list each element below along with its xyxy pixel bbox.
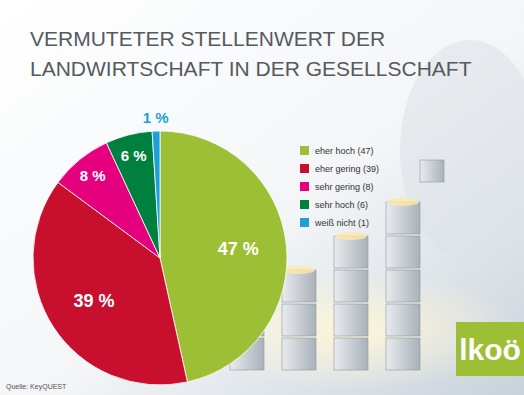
decor-block (282, 270, 316, 302)
logo-box (456, 322, 524, 376)
logo: lkoö (459, 333, 521, 366)
decor-block (334, 338, 368, 370)
pie-slice (152, 131, 160, 258)
decor-block (420, 160, 444, 182)
data-label: 1 % (143, 109, 169, 126)
legend: eher hoch (47) eher gering (39) sehr gerin… (300, 146, 379, 228)
decor-block (334, 304, 368, 336)
title-group: VERMUTETER STELLENWERT DER LANDWIRTSCHAFT… (30, 27, 472, 80)
decor-block (282, 338, 316, 370)
data-label: 8 % (80, 167, 106, 184)
pie (33, 131, 287, 385)
legend-swatch (300, 164, 309, 173)
data-label: 6 % (121, 147, 147, 164)
decor-block (334, 270, 368, 302)
data-label: 47 % (218, 239, 259, 259)
title-line: LANDWIRTSCHAFT IN DER GESELLSCHAFT (30, 57, 472, 80)
legend-swatch (300, 218, 309, 227)
decor-block (386, 202, 420, 234)
source: Quelle: KeyQUEST (6, 383, 67, 391)
decor-block (386, 236, 420, 268)
chart-root: VERMUTETER STELLENWERT DER LANDWIRTSCHAFT… (0, 0, 524, 395)
data-labels: 47 % 39 % 8 % 6 % 1 % (73, 109, 258, 311)
decor-block (282, 304, 316, 336)
decor-light (283, 266, 315, 274)
decor-block (386, 270, 420, 302)
decor-light (387, 198, 419, 206)
title-line: VERMUTETER STELLENWERT DER (30, 27, 385, 50)
decor-block (386, 338, 420, 370)
decor-block (386, 304, 420, 336)
data-label: 39 % (73, 291, 114, 311)
legend-label: sehr hoch (6) (315, 200, 368, 210)
pie-slice (106, 131, 160, 258)
legend-label: eher hoch (47) (315, 146, 374, 156)
legend-swatch (300, 146, 309, 155)
chart-svg: VERMUTETER STELLENWERT DER LANDWIRTSCHAFT… (0, 0, 524, 395)
decor-block (334, 236, 368, 268)
legend-swatch (300, 182, 309, 191)
title: VERMUTETER STELLENWERT DER LANDWIRTSCHAFT… (30, 27, 472, 80)
legend-label: eher gering (39) (315, 164, 379, 174)
legend-label: weiß nicht (1) (314, 218, 369, 228)
legend-swatch (300, 200, 309, 209)
legend-label: sehr gering (8) (315, 182, 374, 192)
decor-light (335, 232, 367, 240)
